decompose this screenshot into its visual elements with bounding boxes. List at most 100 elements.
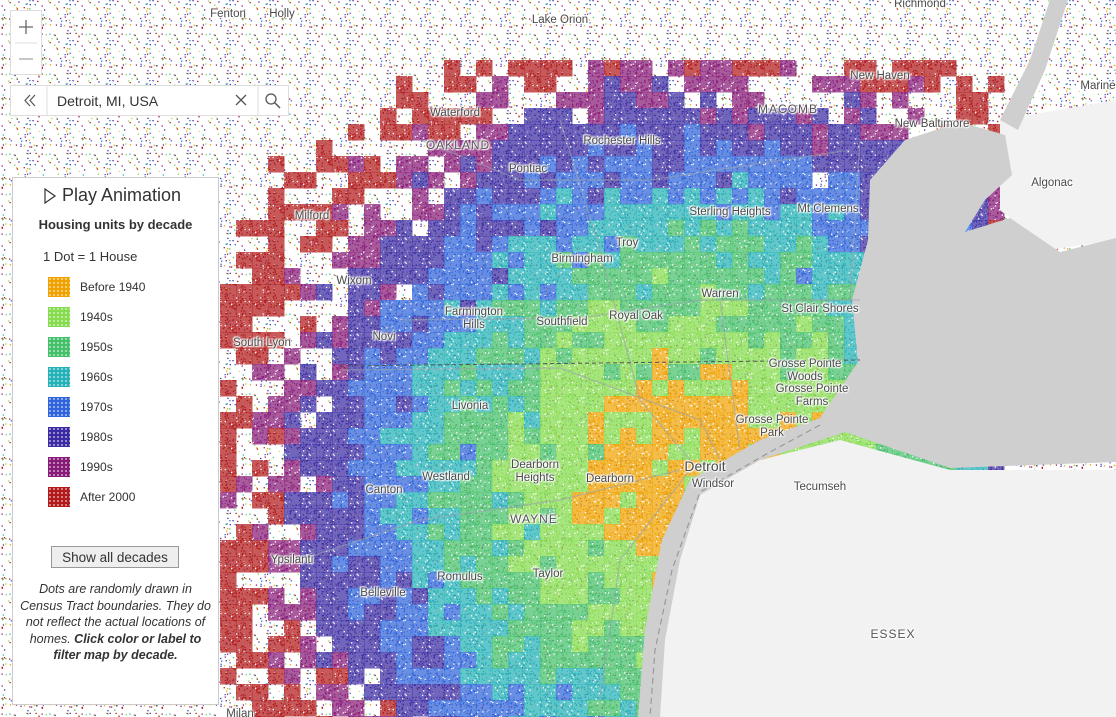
tract bbox=[748, 332, 765, 349]
tract bbox=[764, 172, 781, 189]
tract bbox=[268, 236, 285, 253]
legend-swatch[interactable] bbox=[48, 397, 70, 417]
clear-button[interactable] bbox=[235, 94, 247, 106]
legend-label[interactable]: 1960s bbox=[80, 370, 113, 384]
tract bbox=[236, 604, 253, 621]
legend-note: Dots are randomly drawn in Census Tract … bbox=[19, 581, 212, 664]
tract bbox=[652, 476, 669, 493]
legend-label[interactable]: After 2000 bbox=[80, 490, 136, 504]
tract bbox=[460, 588, 477, 605]
legend-swatch[interactable] bbox=[48, 427, 70, 447]
tract bbox=[396, 396, 413, 413]
legend-label[interactable]: Before 1940 bbox=[80, 280, 146, 294]
tract bbox=[220, 284, 237, 301]
tract bbox=[364, 332, 381, 349]
legend-label[interactable]: 1950s bbox=[80, 340, 113, 354]
tract bbox=[428, 460, 445, 477]
tract bbox=[668, 124, 685, 141]
tract bbox=[556, 300, 573, 317]
legend-swatch[interactable] bbox=[48, 337, 70, 357]
tract bbox=[380, 172, 397, 189]
tract bbox=[620, 332, 637, 349]
legend-swatch[interactable] bbox=[48, 487, 70, 507]
tract bbox=[300, 572, 317, 589]
collapse-button[interactable] bbox=[24, 94, 36, 107]
search-input[interactable]: Detroit, MI, USA bbox=[57, 93, 159, 109]
tract bbox=[796, 380, 813, 397]
tract bbox=[524, 188, 541, 205]
legend-item[interactable]: 1970s bbox=[48, 396, 113, 418]
tract bbox=[348, 444, 365, 461]
tract bbox=[396, 700, 413, 717]
tract bbox=[860, 76, 877, 93]
tract bbox=[396, 76, 413, 93]
legend-item[interactable]: 1980s bbox=[48, 426, 113, 448]
tract bbox=[412, 652, 429, 669]
tract bbox=[412, 604, 429, 621]
tract bbox=[428, 540, 445, 557]
tract bbox=[396, 380, 413, 397]
tract bbox=[284, 428, 301, 445]
tract bbox=[604, 316, 621, 333]
tract bbox=[284, 492, 301, 509]
tract bbox=[668, 284, 685, 301]
legend-item[interactable]: 1950s bbox=[48, 336, 113, 358]
legend-label[interactable]: 1970s bbox=[80, 400, 113, 414]
legend-label[interactable]: 1940s bbox=[80, 310, 113, 324]
tract bbox=[492, 396, 509, 413]
legend-item[interactable]: 1940s bbox=[48, 306, 113, 328]
tract bbox=[252, 300, 269, 317]
tract bbox=[524, 140, 541, 157]
tract bbox=[396, 92, 413, 109]
tract bbox=[732, 428, 749, 445]
legend-swatch[interactable] bbox=[48, 277, 70, 297]
tract bbox=[540, 204, 557, 221]
tract bbox=[892, 60, 909, 77]
tract bbox=[444, 156, 461, 173]
tract bbox=[572, 332, 589, 349]
note-bold[interactable]: Click color or label to filter map by de… bbox=[53, 631, 202, 663]
search-button[interactable] bbox=[265, 93, 281, 109]
tract bbox=[588, 204, 605, 221]
tract bbox=[220, 444, 237, 461]
lake-st-clair bbox=[820, 122, 1116, 468]
tract bbox=[220, 572, 237, 589]
tract bbox=[716, 140, 733, 157]
tract bbox=[860, 124, 877, 141]
tract bbox=[460, 108, 477, 125]
tract bbox=[540, 476, 557, 493]
legend-swatch[interactable] bbox=[48, 307, 70, 327]
show-all-button[interactable]: Show all decades bbox=[51, 546, 179, 568]
tract bbox=[428, 300, 445, 317]
tract bbox=[508, 284, 525, 301]
legend-item[interactable]: 1960s bbox=[48, 366, 113, 388]
zoom-in[interactable] bbox=[19, 20, 33, 34]
legend-label[interactable]: 1980s bbox=[80, 430, 113, 444]
tract bbox=[428, 268, 445, 285]
tract bbox=[316, 428, 333, 445]
legend-item[interactable]: After 2000 bbox=[48, 486, 135, 508]
legend-swatch[interactable] bbox=[48, 457, 70, 477]
tract bbox=[588, 60, 605, 77]
tract bbox=[364, 540, 381, 557]
tract bbox=[332, 540, 349, 557]
legend-item[interactable]: Before 1940 bbox=[48, 276, 145, 298]
legend-swatch[interactable] bbox=[48, 367, 70, 387]
tract bbox=[700, 236, 717, 253]
tract bbox=[316, 220, 333, 237]
legend-item[interactable]: 1990s bbox=[48, 456, 113, 478]
tract bbox=[716, 252, 733, 269]
tract bbox=[300, 508, 317, 525]
tract bbox=[556, 652, 573, 669]
play-button[interactable]: Play Animation bbox=[43, 185, 181, 206]
tract bbox=[476, 540, 493, 557]
tract bbox=[828, 220, 845, 237]
tract bbox=[300, 604, 317, 621]
tract bbox=[716, 60, 733, 77]
tract bbox=[652, 332, 669, 349]
legend-label[interactable]: 1990s bbox=[80, 460, 113, 474]
tract bbox=[364, 636, 381, 653]
tract bbox=[508, 684, 525, 701]
tract bbox=[220, 668, 237, 685]
